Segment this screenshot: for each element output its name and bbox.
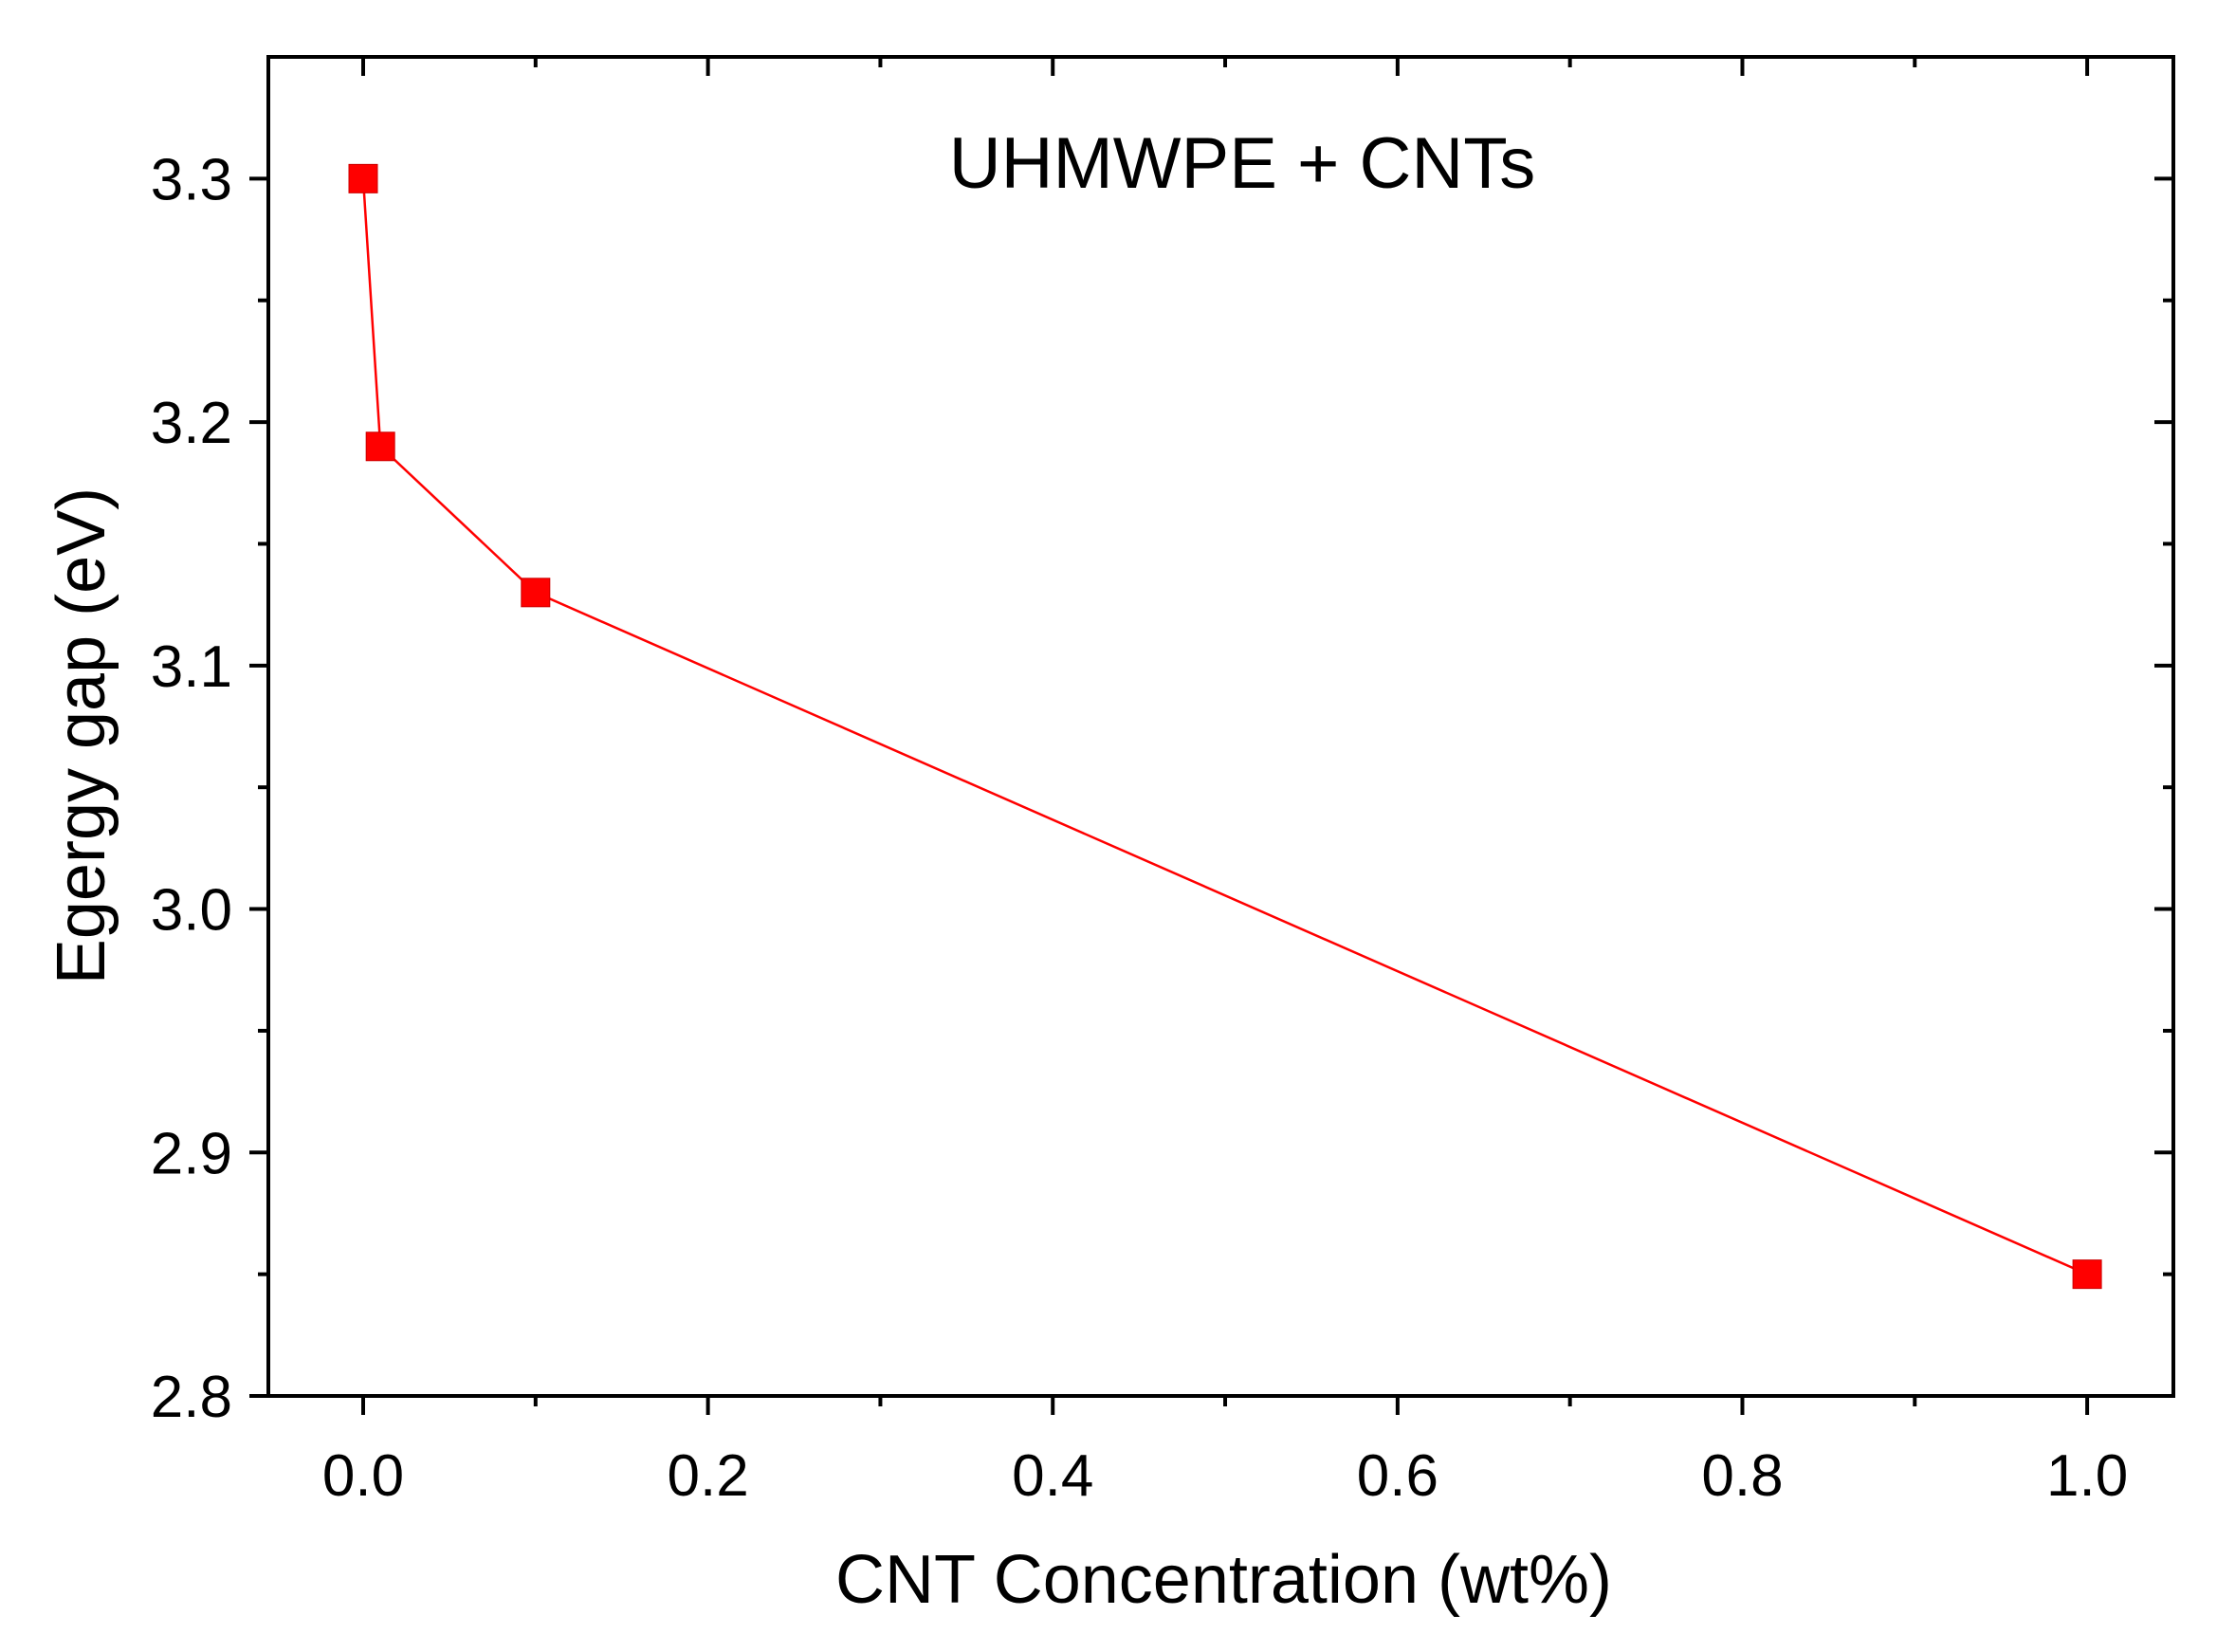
axes [266,55,2175,1398]
x-axis-title: CNT Concentration (wt%) [835,1542,1612,1618]
data-point [2072,1259,2102,1290]
x-tick-label: 0.6 [1357,1443,1438,1509]
y-tick-label: 3.1 [151,634,232,700]
y-tick-label: 3.3 [151,147,232,212]
ticks: 0.0 0.2 0.4 0.6 0.8 1.0 2.8 2.9 3.0 3.1 3.2 3.3 [151,57,2173,1509]
plot-frame [266,55,2175,1398]
x-tick-label: 0.0 [322,1443,404,1509]
x-tick-label: 0.2 [668,1443,749,1509]
y-tick-label: 3.0 [151,878,232,944]
x-tick-label: 0.8 [1701,1443,1783,1509]
data-point [348,163,378,193]
y-axis-title: Egergy gap (eV) [44,487,119,984]
y-tick-label: 2.8 [151,1365,232,1430]
series-line [361,178,2088,1276]
x-tick-label: 1.0 [2046,1443,2128,1509]
x-tick-label: 0.4 [1012,1443,1093,1509]
data-point [521,578,551,608]
annotation-label: UHMWPE + CNTs [949,123,1536,204]
data-series [348,163,2102,1290]
y-tick-label: 2.9 [151,1121,232,1186]
y-tick-label: 3.2 [151,391,232,456]
data-point [365,431,395,462]
